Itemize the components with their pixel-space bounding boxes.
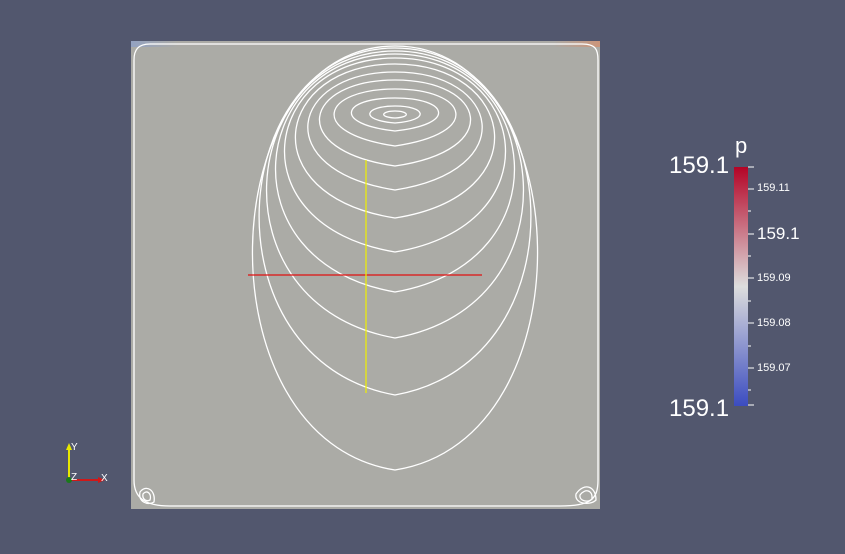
colorbar-gradient xyxy=(734,167,748,406)
streamline xyxy=(307,71,483,191)
streamline xyxy=(284,57,506,253)
axis-z-dot xyxy=(66,477,72,483)
colorbar-title: p xyxy=(735,133,748,158)
colorbar-tick-label: 159.08 xyxy=(757,317,791,329)
streamline xyxy=(369,105,421,124)
colorbar-tick-label: 159.11 xyxy=(757,182,790,194)
streamline xyxy=(251,45,539,471)
streamline xyxy=(294,63,496,219)
colorbar-ticks xyxy=(748,166,754,406)
streamline xyxy=(383,110,407,119)
corner-vortex-right xyxy=(575,486,597,505)
colorbar-range-max: 159.1 xyxy=(669,152,730,179)
orientation-axes: Y Z X xyxy=(66,442,108,484)
colorbar-tick-label: 159.09 xyxy=(757,272,791,284)
colorbar-range-min: 159.1 xyxy=(669,395,730,422)
axis-y-label: Y xyxy=(71,442,78,453)
streamline xyxy=(258,47,532,396)
streamline xyxy=(275,53,515,293)
axis-z-label: Z xyxy=(71,472,77,483)
axis-y-arrow xyxy=(66,443,72,450)
streamline xyxy=(318,79,472,167)
streamline xyxy=(133,43,599,507)
corner-vortex-left xyxy=(142,491,152,502)
streamline xyxy=(333,88,457,147)
axis-x-label: X xyxy=(101,473,108,484)
streamline xyxy=(350,97,440,132)
corner-vortex-left xyxy=(139,487,155,505)
axis-x-arrow xyxy=(98,477,105,483)
colorbar-tick-label: 159.1 xyxy=(757,224,800,243)
streamlines xyxy=(133,43,599,507)
corner-vortex-right xyxy=(579,490,593,502)
colorbar-tick-label: 159.07 xyxy=(757,362,791,374)
colorbar[interactable] xyxy=(734,166,754,406)
